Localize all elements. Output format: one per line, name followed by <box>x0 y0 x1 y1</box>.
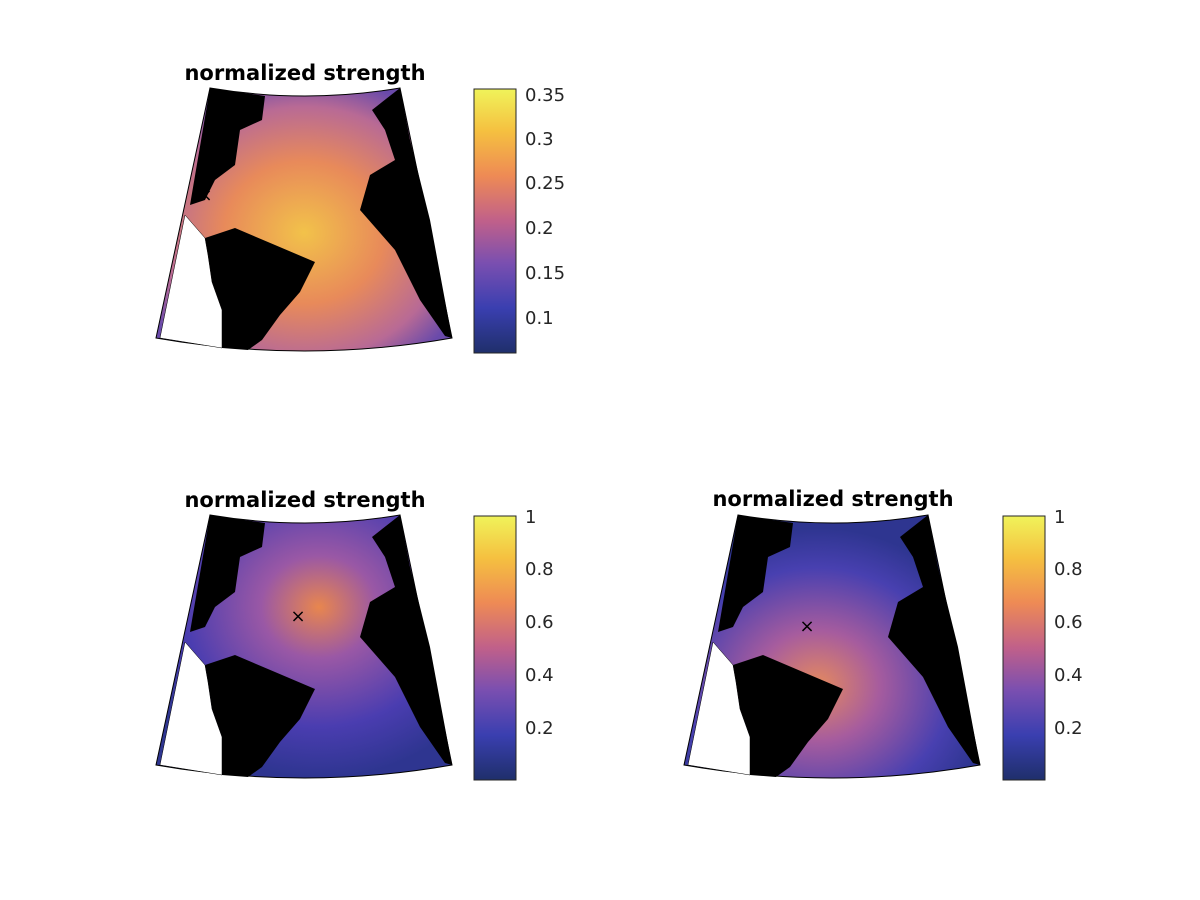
marker-2: × <box>290 606 305 627</box>
panel-title-3: normalized strength <box>712 487 953 511</box>
colorbar-1-tick-3: 0.25 <box>525 173 565 194</box>
colorbar-ticks-1: 0.1 0.15 0.2 0.25 0.3 0.35 <box>525 85 565 329</box>
land-south-america-west-1 <box>159 214 223 349</box>
colorbar-2-tick-1: 0.4 <box>525 665 554 686</box>
colorbar-1-tick-0: 0.1 <box>525 308 554 329</box>
panel-title-2: normalized strength <box>184 488 425 512</box>
map-panel-2: normalized strength × 0.2 0.4 0.6 0.8 1 <box>155 488 554 781</box>
colorbar-ticks-2: 0.2 0.4 0.6 0.8 1 <box>525 507 554 739</box>
colorbar-1-tick-1: 0.15 <box>525 263 565 284</box>
colorbar-3-tick-2: 0.6 <box>1054 612 1083 633</box>
panel-title-1: normalized strength <box>184 61 425 85</box>
colorbar-1-tick-2: 0.2 <box>525 218 554 239</box>
land-africa-europe-1 <box>360 88 452 338</box>
marker-3: × <box>799 616 814 637</box>
colorbar-3-tick-4: 1 <box>1054 507 1065 528</box>
colorbar-3-tick-1: 0.4 <box>1054 665 1083 686</box>
land-north-america-3 <box>718 515 793 632</box>
colorbar-2-tick-0: 0.2 <box>525 718 554 739</box>
map-panel-3: normalized strength × 0.2 0.4 0.6 0.8 1 <box>683 487 1083 781</box>
land-africa-europe-3 <box>888 515 980 765</box>
colorbar-2 <box>473 515 517 781</box>
colorbar-1-tick-4: 0.3 <box>525 129 554 150</box>
colorbar-3-tick-3: 0.8 <box>1054 559 1083 580</box>
colorbar-1 <box>473 88 517 354</box>
land-south-america-2 <box>205 655 315 777</box>
colorbar-3-tick-0: 0.2 <box>1054 718 1083 739</box>
land-africa-europe-2 <box>360 515 452 765</box>
colorbar-1-tick-5: 0.35 <box>525 85 565 106</box>
colorbar-2-tick-3: 0.8 <box>525 559 554 580</box>
colorbar-2-tick-2: 0.6 <box>525 612 554 633</box>
map-panel-1: normalized strength × 0.1 0.15 0.2 0.25 … <box>155 61 565 354</box>
land-north-america-2 <box>190 515 265 632</box>
land-south-america-west-3 <box>687 641 751 776</box>
land-south-america-3 <box>733 655 843 777</box>
land-north-america-1 <box>190 88 265 205</box>
colorbar-3 <box>1002 515 1046 781</box>
land-south-america-west-2 <box>159 641 223 776</box>
colorbar-ticks-3: 0.2 0.4 0.6 0.8 1 <box>1054 507 1083 739</box>
marker-1: × <box>197 185 212 206</box>
land-south-america-1 <box>205 228 315 350</box>
colorbar-2-tick-4: 1 <box>525 507 536 528</box>
